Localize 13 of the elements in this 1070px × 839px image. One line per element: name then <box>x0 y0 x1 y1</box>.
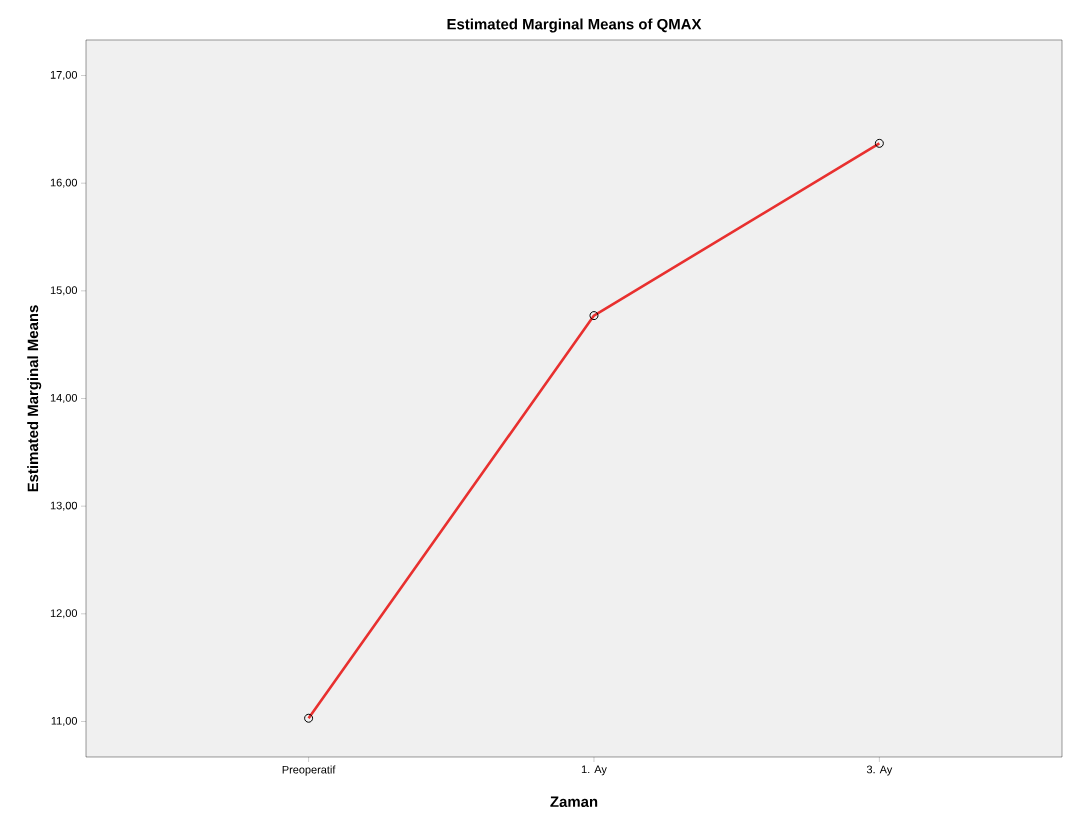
y-axis-title: Estimated Marginal Means <box>27 305 42 492</box>
x-tick-label: Preoperatif <box>282 765 336 776</box>
x-tick-label: 3. Ay <box>866 765 893 776</box>
y-tick-label: 11,00 <box>51 716 78 727</box>
chart-title: Estimated Marginal Means of QMAX <box>447 18 702 33</box>
y-tick-label: 13,00 <box>50 501 78 511</box>
y-tick-label: 16,00 <box>50 178 78 188</box>
y-tick-label: 12,00 <box>50 609 78 619</box>
y-tick-label: 14,00 <box>50 393 78 404</box>
y-tick-label: 15,00 <box>50 286 78 296</box>
y-tick-label: 17,00 <box>50 71 78 81</box>
x-axis-title: Zaman <box>550 796 598 807</box>
x-tick-label: 1. Ay <box>581 765 607 776</box>
